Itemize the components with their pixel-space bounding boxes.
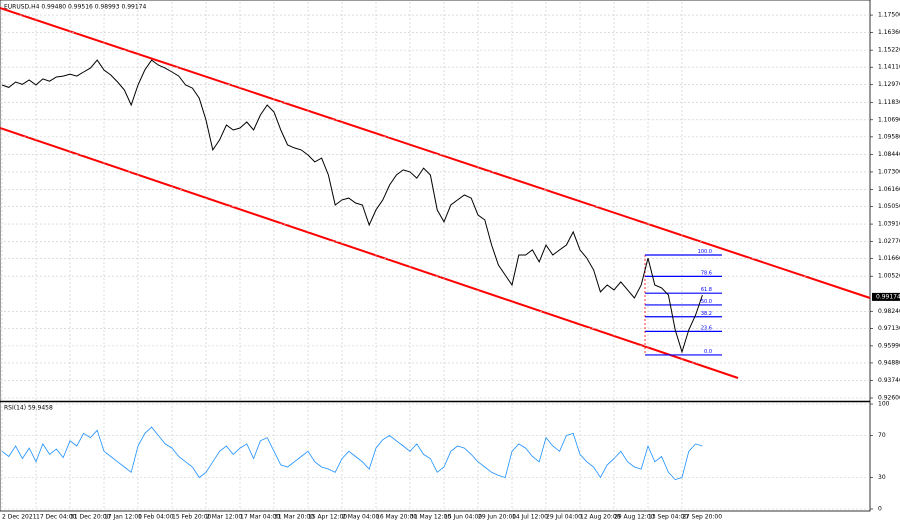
y-tick-label: 1.05050 bbox=[878, 203, 900, 210]
x-tick-label: 15 Apr 12:00 bbox=[308, 514, 347, 521]
x-tick-label: 15 Feb 20:00 bbox=[172, 514, 212, 521]
x-tick-label: 1 Feb 04:00 bbox=[138, 514, 174, 521]
y-tick-label: 1.03910 bbox=[878, 221, 900, 228]
x-tick-label: 31 May 12:00 bbox=[410, 514, 451, 521]
fib-label: 78.6 bbox=[701, 270, 712, 276]
fib-label: 61.8 bbox=[701, 287, 712, 293]
y-tick-label: 1.02770 bbox=[878, 238, 900, 245]
x-tick-label: 2 Mar 12:00 bbox=[206, 514, 242, 521]
x-tick-label: 31 Dec 20:00 bbox=[70, 514, 111, 521]
x-tick-label: 27 Sep 20:00 bbox=[682, 514, 722, 521]
last-price-box bbox=[872, 292, 900, 301]
price-line bbox=[1, 426, 703, 481]
y-tick-label: 1.12970 bbox=[878, 81, 900, 88]
y-tick-label: 1.10690 bbox=[878, 116, 900, 123]
plot-frame bbox=[0, 0, 871, 512]
fib-label: 100.0 bbox=[698, 249, 712, 255]
rsi-title: RSI(14) 59.9458 bbox=[4, 405, 53, 412]
y-tick-label: 1.01660 bbox=[878, 255, 900, 262]
y-tick-label: 1.11830 bbox=[878, 99, 900, 106]
y-tick-label: 30 bbox=[878, 474, 886, 481]
last-price-label: 0.99174 bbox=[876, 293, 900, 300]
x-tick-label: 12 Aug 20:00 bbox=[580, 514, 621, 521]
y-tick-label: 1.06160 bbox=[878, 186, 900, 193]
y-tick-label: 70 bbox=[878, 432, 886, 439]
x-tick-label: 15 Jun 04:00 bbox=[444, 514, 482, 521]
channel-lower bbox=[0, 127, 739, 379]
x-tick-label: 17 Dec 04:00 bbox=[36, 514, 77, 521]
x-tick-label: 31 Mar 20:00 bbox=[274, 514, 314, 521]
y-tick-label: 1.08440 bbox=[878, 151, 900, 158]
x-tick-label: 29 Jul 04:00 bbox=[546, 514, 582, 521]
y-tick-label: 100 bbox=[878, 401, 890, 408]
x-tick-label: 13 Sep 04:00 bbox=[648, 514, 688, 521]
y-tick-label: 1.17500 bbox=[878, 12, 900, 19]
y-tick-label: 1.09580 bbox=[878, 133, 900, 140]
price-line bbox=[1, 59, 703, 354]
fib-label: 0.0 bbox=[704, 349, 712, 355]
x-tick-label: 17 Mar 04:00 bbox=[240, 514, 280, 521]
x-tick-label: 2 Dec 2021 bbox=[2, 514, 37, 521]
x-tick-label: 14 Jul 12:00 bbox=[512, 514, 548, 521]
y-tick-label: 1.15220 bbox=[878, 47, 900, 54]
x-tick-label: 2 May 04:00 bbox=[342, 514, 380, 521]
fib-label: 50.0 bbox=[701, 299, 712, 305]
channel-upper bbox=[0, 7, 871, 299]
x-tick-label: 17 Jan 12:00 bbox=[104, 514, 142, 521]
y-tick-label: 1.16360 bbox=[878, 29, 900, 36]
y-tick-label: 0.92600 bbox=[878, 395, 900, 402]
fib-label: 23.6 bbox=[701, 325, 712, 331]
x-tick-label: 29 Aug 12:00 bbox=[614, 514, 655, 521]
y-tick-label: 1.07300 bbox=[878, 168, 900, 175]
chart-title: EURUSD,H4 0.99480 0.99516 0.98993 0.9917… bbox=[4, 4, 146, 11]
y-tick-label: 0 bbox=[878, 506, 882, 513]
x-tick-label: 29 Jun 20:00 bbox=[478, 514, 516, 521]
x-tick-label: 16 May 20:00 bbox=[376, 514, 417, 521]
fib-label: 38.2 bbox=[701, 311, 712, 317]
y-tick-label: 1.14110 bbox=[878, 64, 900, 71]
